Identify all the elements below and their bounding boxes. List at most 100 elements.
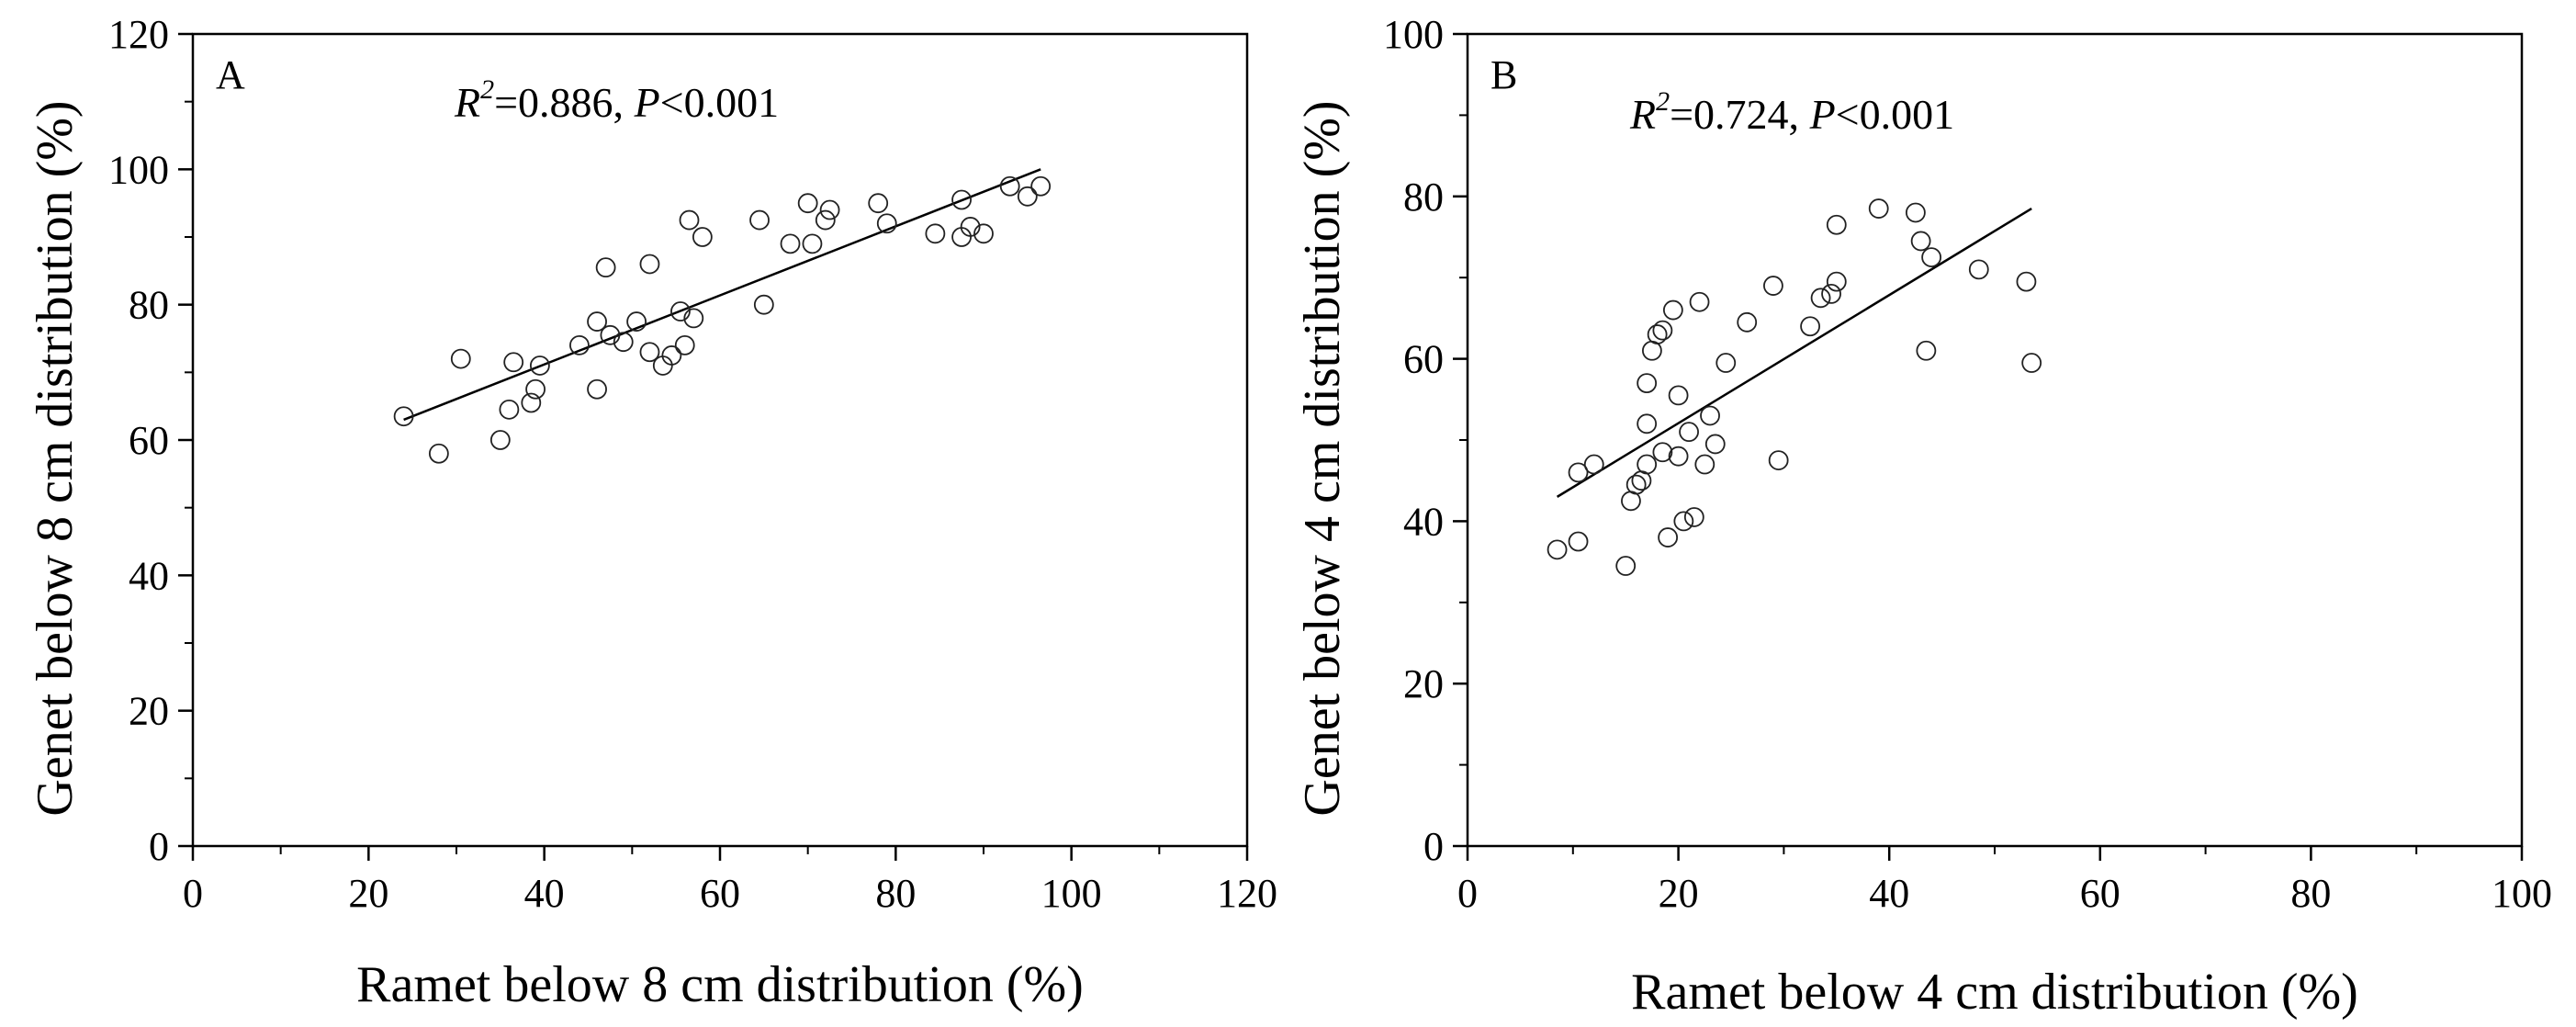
panel-a-data-point — [683, 308, 704, 329]
panel-a-data-point — [503, 352, 524, 373]
panel-b-data-point — [1704, 434, 1726, 455]
panel-b-data-point — [1763, 276, 1783, 296]
panel-a-data-point — [626, 311, 647, 332]
panel-a-y-tick-label: 100 — [108, 147, 169, 192]
panel-a-x-tick-label: 40 — [524, 871, 565, 916]
panel-a-x-tick-label: 120 — [1217, 871, 1277, 916]
panel-b-data-point — [1810, 288, 1831, 309]
panel-b-data-point — [1683, 507, 1704, 527]
panel-a-data-point — [868, 193, 889, 214]
panel-a-data-point — [1017, 186, 1038, 207]
panel-a-data-point — [780, 233, 801, 254]
panel-b-data-point — [1700, 405, 1720, 426]
panel-b-x-tick-label: 0 — [1457, 871, 1478, 916]
panel-b-regression-line — [1556, 207, 2032, 498]
panel-b-data-point — [1568, 531, 1589, 552]
panel-a-data-point — [749, 209, 770, 231]
panel-a-data-point — [802, 233, 823, 254]
panel-b-y-axis-title: Genet below 4 cm distribution (%) — [1294, 100, 1351, 816]
panel-b-data-point — [1637, 413, 1658, 434]
panel-a-data-point — [999, 175, 1020, 197]
panel-a-data-point — [753, 294, 774, 315]
panel-b-data-point — [1826, 214, 1847, 235]
panel-a-label: A — [216, 52, 245, 97]
panel-a-data-point — [428, 443, 449, 464]
panel-a-frame — [191, 32, 1249, 848]
panel-b-data-point — [1715, 353, 1737, 373]
panel-b-data-point — [1826, 271, 1847, 292]
panel-b-x-tick-label: 60 — [2080, 871, 2120, 916]
panel-b-label: B — [1490, 52, 1517, 97]
panel-b-data-point — [1637, 373, 1658, 394]
panel-a-data-point — [797, 193, 818, 214]
panel-a-data-point — [613, 332, 634, 353]
panel-a-data-point — [521, 392, 542, 413]
panel-b-data-point — [1737, 311, 1758, 333]
panel-b-data-point — [1800, 316, 1820, 337]
panel-a-points — [393, 175, 1052, 464]
panel-b-x-tick-label: 80 — [2290, 871, 2331, 916]
panel-b-y-tick-label: 60 — [1403, 337, 1444, 382]
panel-b-data-point — [2016, 271, 2037, 292]
panel-a-data-point — [639, 254, 660, 275]
panel-a-x-axis-title: Ramet below 8 cm distribution (%) — [356, 956, 1084, 1013]
panel-a-axes: 0 20 40 60 80 100 120 0 20 40 60 80 100 120 — [108, 12, 1277, 916]
panel-a: 0 20 40 60 80 100 120 0 20 40 60 80 100 120 A R2=0.88… — [27, 12, 1277, 1013]
panel-b-axes: 0 20 40 60 80 100 0 20 40 60 80 100 — [1383, 12, 2552, 916]
panel-a-data-point — [951, 189, 972, 210]
panel-a-x-tick-label: 100 — [1041, 871, 1102, 916]
panel-a-data-point — [876, 213, 897, 234]
panel-a-data-point — [973, 223, 994, 244]
panel-a-fit-line — [403, 168, 1041, 422]
panel-a-y-tick-label: 120 — [108, 12, 169, 57]
panel-b-y-tick-label: 40 — [1403, 499, 1444, 544]
panel-b-data-point — [2021, 353, 2042, 373]
panel-b-data-point — [1647, 324, 1668, 344]
panel-b-data-point — [1658, 527, 1679, 547]
panel-a-data-point — [569, 334, 590, 356]
panel-b-y-tick-label: 100 — [1383, 12, 1444, 57]
panel-a-data-point — [670, 301, 691, 322]
panel-b-data-point — [1968, 259, 1989, 280]
panel-a-y-tick-label: 40 — [129, 553, 169, 598]
panel-b-x-tick-label: 40 — [1869, 871, 1909, 916]
panel-b-data-point — [1689, 291, 1710, 312]
panel-b-frame — [1466, 32, 2524, 848]
panel-a-data-point — [960, 217, 981, 237]
panel-b-data-point — [1679, 422, 1699, 443]
panel-b: 0 20 40 60 80 100 0 20 40 60 80 100 B R2=0.724, P<0… — [1294, 12, 2552, 1021]
panel-a-data-point — [529, 356, 550, 376]
panel-a-data-point — [674, 334, 695, 356]
panel-b-data-point — [1668, 385, 1689, 406]
panel-b-x-tick-label: 100 — [2492, 871, 2552, 916]
panel-a-y-tick-label: 80 — [129, 283, 169, 328]
panel-a-data-point — [1030, 175, 1052, 197]
panel-a-data-point — [595, 257, 616, 278]
panel-b-data-point — [1673, 511, 1694, 532]
panel-b-x-axis-title: Ramet below 4 cm distribution (%) — [1631, 964, 2358, 1021]
panel-b-data-point — [1547, 539, 1568, 560]
panel-b-stat: R2=0.724, P<0.001 — [1629, 86, 1954, 138]
panel-a-regression-line — [403, 168, 1041, 422]
panel-a-y-tick-label: 0 — [149, 824, 169, 869]
panel-b-data-point — [1768, 450, 1789, 471]
panel-a-y-tick-label: 60 — [129, 418, 169, 463]
panel-b-data-point — [1916, 340, 1937, 361]
panel-b-data-point — [1637, 454, 1658, 475]
panel-a-data-point — [819, 199, 840, 220]
panel-a-data-point — [499, 399, 520, 420]
panel-a-data-point — [639, 342, 660, 363]
panel-b-x-tick-label: 20 — [1659, 871, 1699, 916]
panel-b-data-point — [1868, 198, 1889, 219]
panel-b-data-point — [1921, 247, 1942, 268]
panel-a-data-point — [393, 406, 414, 427]
panel-a-stat: R2=0.886, P<0.001 — [454, 74, 779, 126]
panel-b-points — [1547, 198, 2042, 576]
panel-b-data-point — [1821, 283, 1841, 304]
panel-b-data-point — [1652, 442, 1673, 463]
panel-a-data-point — [525, 378, 546, 400]
panel-b-y-tick-label: 0 — [1423, 824, 1444, 869]
panel-b-data-point — [1910, 231, 1931, 252]
panel-b-data-point — [1568, 462, 1589, 483]
